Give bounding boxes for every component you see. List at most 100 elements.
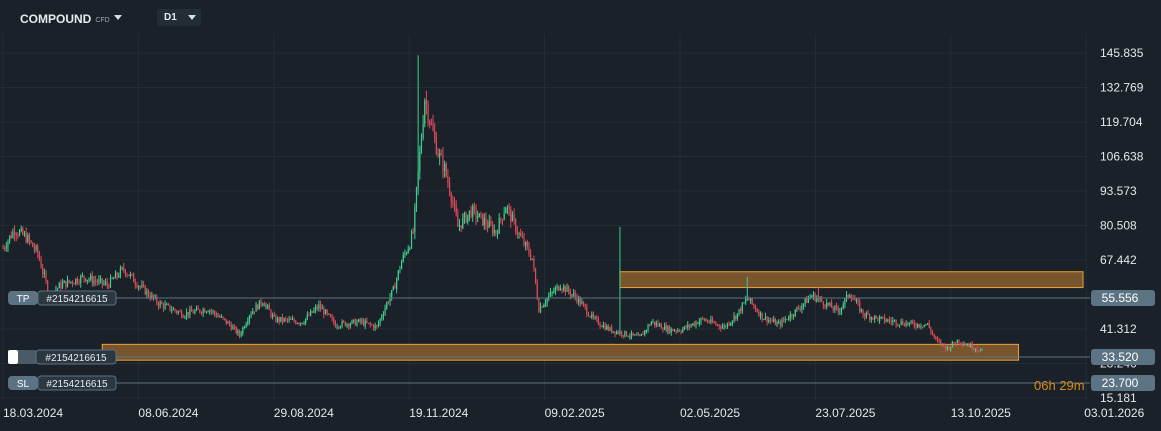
candle-body [267, 305, 269, 307]
entry-order-label[interactable]: #2154216615 [8, 349, 117, 365]
candle-body [25, 233, 27, 243]
candle-body [591, 313, 593, 317]
candle-body [559, 288, 561, 291]
candle-body [953, 342, 955, 344]
candle-body [414, 206, 416, 233]
symbol-name: COMPOUND [20, 12, 92, 26]
candle-body [862, 309, 864, 316]
candle-body [113, 278, 115, 280]
candle-body [83, 275, 85, 279]
y-tick-label: 132.769 [1100, 81, 1144, 95]
candle-body [389, 297, 391, 303]
candle-body [210, 310, 212, 312]
candle-body [478, 213, 480, 218]
candle-body [386, 302, 388, 309]
candle-body [166, 304, 168, 306]
x-tick-label: 13.10.2025 [951, 406, 1011, 420]
candle-body [194, 310, 196, 314]
price-zone[interactable] [619, 271, 1084, 289]
candle-body [66, 279, 69, 287]
entry-handle[interactable] [8, 350, 18, 364]
candle-body [698, 321, 700, 325]
candle-body [692, 323, 694, 326]
candle-body [387, 302, 389, 304]
candle-body [154, 296, 156, 299]
candle-body [705, 320, 707, 322]
candle-body [75, 278, 77, 284]
candle-body [754, 306, 757, 311]
candle-body [511, 214, 514, 222]
candle-body [290, 319, 292, 321]
candle-body [184, 316, 186, 318]
timeframe-selector[interactable]: D1 [157, 9, 201, 26]
candle-body [248, 315, 251, 321]
time-axis[interactable]: 18.03.2024 08.06.2024 29.08.2024 19.11.2024… [3, 406, 1145, 420]
candle-body [351, 320, 353, 324]
candle-body [101, 278, 103, 284]
candle-body [281, 316, 284, 322]
candle-body [10, 235, 12, 238]
candle-body [668, 326, 671, 333]
candle-body [366, 320, 368, 323]
candle-body [336, 326, 338, 328]
x-tick-label: 19.11.2024 [409, 406, 468, 420]
candle-body [616, 331, 618, 334]
candle-body [311, 311, 313, 313]
candle-body [212, 311, 214, 313]
candle-body [604, 324, 606, 330]
y-tick-label: 145.835 [1100, 46, 1144, 60]
candle-body [748, 298, 750, 301]
candle-body [85, 278, 87, 282]
candle-body [946, 347, 949, 350]
candle-body [733, 315, 735, 321]
candle-body [849, 295, 851, 298]
candle-body [491, 224, 494, 234]
symbol-selector[interactable]: COMPOUND CFD [20, 12, 110, 26]
candle-body [885, 320, 887, 322]
candle-body [764, 316, 767, 320]
candle-body [784, 319, 786, 321]
candle-body [442, 154, 444, 171]
candle-body [220, 316, 222, 318]
candle-body [199, 309, 201, 313]
candle-body [553, 291, 555, 293]
candle-body [344, 321, 346, 326]
candle-body [746, 298, 748, 300]
price-zone[interactable] [101, 343, 1020, 361]
candle-body [826, 302, 828, 307]
candle-body [675, 330, 677, 332]
candle-body [940, 341, 942, 345]
candle-body [123, 267, 125, 270]
candle-body [687, 324, 689, 328]
candle-body [470, 210, 472, 217]
candle-body [637, 334, 639, 336]
candle-body [88, 279, 90, 281]
candle-body [792, 315, 795, 317]
y-tick-label: 41.312 [1100, 322, 1137, 336]
candle-body [2, 247, 4, 249]
sl-order-label[interactable]: SL #2154216615 [8, 375, 117, 391]
candle-body [382, 314, 385, 317]
chevron-down-icon[interactable] [114, 15, 122, 20]
sl-order-id: #2154216615 [46, 379, 108, 390]
candle-body [128, 274, 130, 276]
candle-body [286, 319, 289, 321]
candle-body [721, 326, 724, 329]
candle-body [257, 304, 259, 310]
tp-order-label[interactable]: TP #2154216615 [8, 290, 117, 306]
candle-body [444, 163, 446, 171]
candle-body [349, 323, 351, 327]
candle-body [237, 330, 239, 334]
candle-body [751, 298, 753, 305]
candle-body [328, 313, 330, 315]
candle-body [440, 153, 442, 155]
candle-body [260, 300, 262, 305]
chevron-down-icon [188, 15, 196, 20]
candle-body [268, 305, 270, 311]
candle-body [617, 331, 619, 334]
candle-body [758, 311, 760, 316]
tp-order-id: #2154216615 [46, 294, 108, 305]
candle-body [453, 203, 456, 206]
candle-body [12, 231, 14, 238]
